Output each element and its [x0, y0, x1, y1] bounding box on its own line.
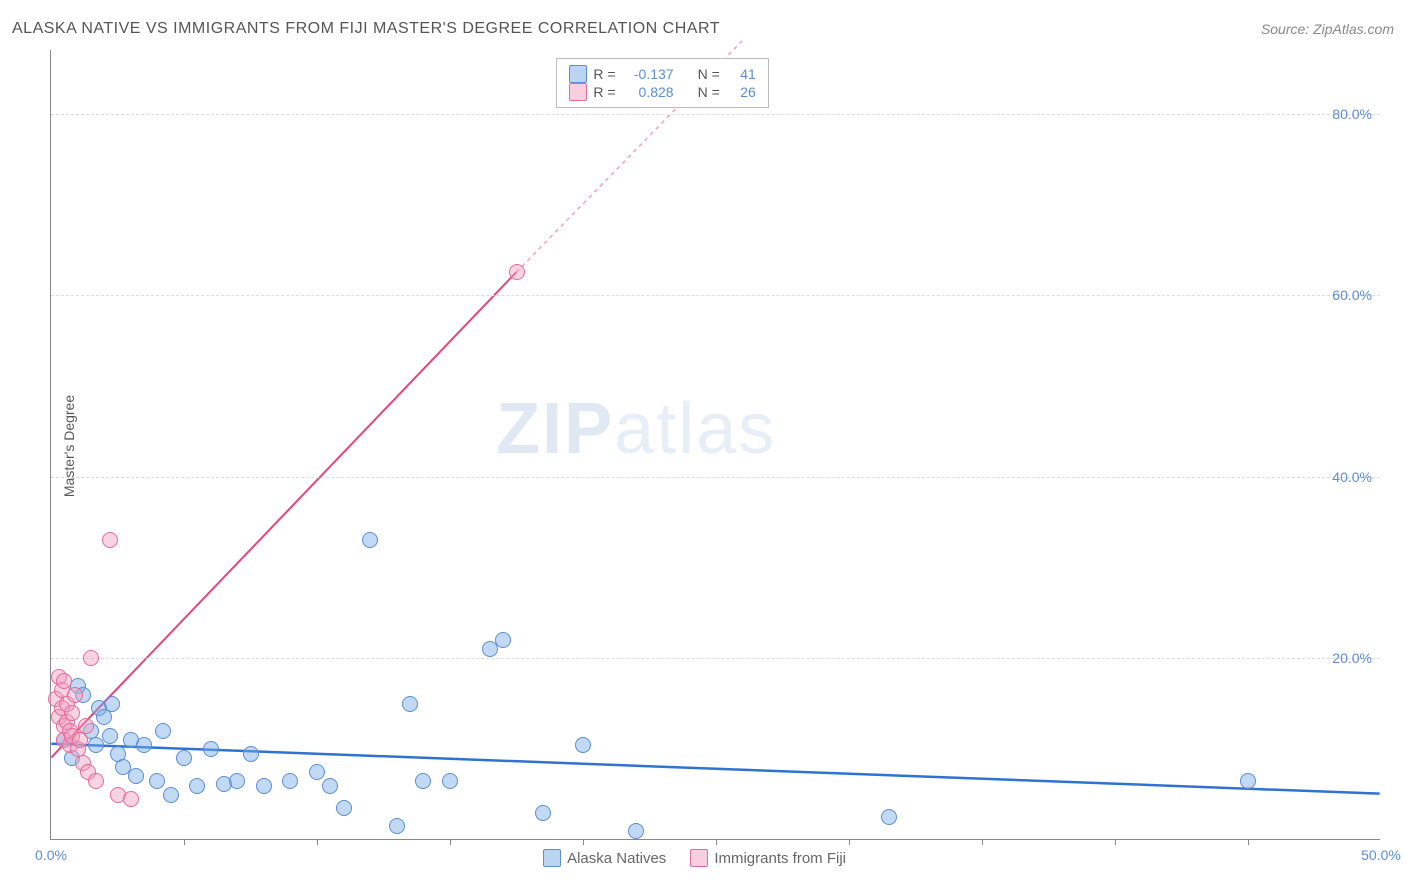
y-tick-label: 40.0% — [1332, 469, 1372, 485]
scatter-point — [72, 732, 88, 748]
scatter-point — [88, 773, 104, 789]
legend-n-value: 26 — [726, 84, 756, 100]
legend-item: Alaska Natives — [543, 849, 666, 867]
chart-container: ALASKA NATIVE VS IMMIGRANTS FROM FIJI MA… — [0, 0, 1406, 892]
legend-swatch-icon — [543, 849, 561, 867]
legend-r-label: R = — [593, 84, 615, 100]
scatter-point — [149, 773, 165, 789]
scatter-point — [189, 778, 205, 794]
gridline-h — [51, 114, 1380, 115]
scatter-point — [96, 709, 112, 725]
y-tick-label: 20.0% — [1332, 650, 1372, 666]
x-tick-mark — [317, 839, 318, 845]
scatter-point — [415, 773, 431, 789]
scatter-point — [389, 818, 405, 834]
legend-r-value: -0.137 — [622, 66, 674, 82]
legend-n-value: 41 — [726, 66, 756, 82]
legend-row: R = -0.137 N = 41 — [569, 65, 755, 83]
scatter-point — [495, 632, 511, 648]
scatter-point — [155, 723, 171, 739]
scatter-point — [575, 737, 591, 753]
legend-n-label: N = — [698, 66, 720, 82]
title-bar: ALASKA NATIVE VS IMMIGRANTS FROM FIJI MA… — [12, 20, 1394, 38]
gridline-h — [51, 295, 1380, 296]
legend-row: R = 0.828 N = 26 — [569, 83, 755, 101]
scatter-point — [136, 737, 152, 753]
scatter-point — [309, 764, 325, 780]
x-tick-mark — [1115, 839, 1116, 845]
scatter-point — [362, 532, 378, 548]
x-tick-mark — [716, 839, 717, 845]
trend-line — [51, 272, 516, 757]
trend-lines-svg — [51, 50, 1380, 839]
scatter-point — [243, 746, 259, 762]
scatter-point — [104, 696, 120, 712]
scatter-point — [123, 791, 139, 807]
scatter-point — [67, 687, 83, 703]
legend-item: Immigrants from Fiji — [690, 849, 846, 867]
x-tick-mark — [583, 839, 584, 845]
scatter-point — [64, 705, 80, 721]
scatter-point — [128, 768, 144, 784]
correlation-legend: R = -0.137 N = 41 R = 0.828 N = 26 — [556, 58, 768, 108]
x-tick-mark — [450, 839, 451, 845]
x-tick-label: 50.0% — [1361, 847, 1401, 863]
x-tick-label: 0.0% — [35, 847, 67, 863]
scatter-point — [256, 778, 272, 794]
chart-title: ALASKA NATIVE VS IMMIGRANTS FROM FIJI MA… — [12, 20, 720, 38]
scatter-point — [336, 800, 352, 816]
scatter-point — [83, 650, 99, 666]
scatter-point — [176, 750, 192, 766]
legend-r-value: 0.828 — [622, 84, 674, 100]
source-label: Source: ZipAtlas.com — [1261, 21, 1394, 37]
scatter-point — [56, 673, 72, 689]
y-tick-label: 60.0% — [1332, 287, 1372, 303]
scatter-point — [628, 823, 644, 839]
x-tick-mark — [1248, 839, 1249, 845]
legend-swatch-icon — [569, 65, 587, 83]
legend-swatch-icon — [690, 849, 708, 867]
legend-r-label: R = — [593, 66, 615, 82]
x-tick-mark — [184, 839, 185, 845]
scatter-point — [102, 532, 118, 548]
legend-swatch-icon — [569, 83, 587, 101]
scatter-point — [509, 264, 525, 280]
scatter-point — [442, 773, 458, 789]
scatter-point — [102, 728, 118, 744]
scatter-point — [163, 787, 179, 803]
y-tick-label: 80.0% — [1332, 106, 1372, 122]
scatter-point — [322, 778, 338, 794]
scatter-point — [881, 809, 897, 825]
scatter-point — [229, 773, 245, 789]
scatter-point — [78, 718, 94, 734]
x-tick-mark — [982, 839, 983, 845]
gridline-h — [51, 477, 1380, 478]
gridline-h — [51, 658, 1380, 659]
x-tick-mark — [849, 839, 850, 845]
scatter-point — [282, 773, 298, 789]
legend-item-label: Immigrants from Fiji — [714, 850, 846, 867]
scatter-point — [203, 741, 219, 757]
series-legend: Alaska Natives Immigrants from Fiji — [543, 849, 846, 867]
scatter-point — [1240, 773, 1256, 789]
scatter-point — [402, 696, 418, 712]
plot-area: ZIPatlas 20.0%40.0%60.0%80.0%0.0%50.0%R … — [50, 50, 1380, 840]
legend-n-label: N = — [698, 84, 720, 100]
legend-item-label: Alaska Natives — [567, 850, 666, 867]
scatter-point — [535, 805, 551, 821]
